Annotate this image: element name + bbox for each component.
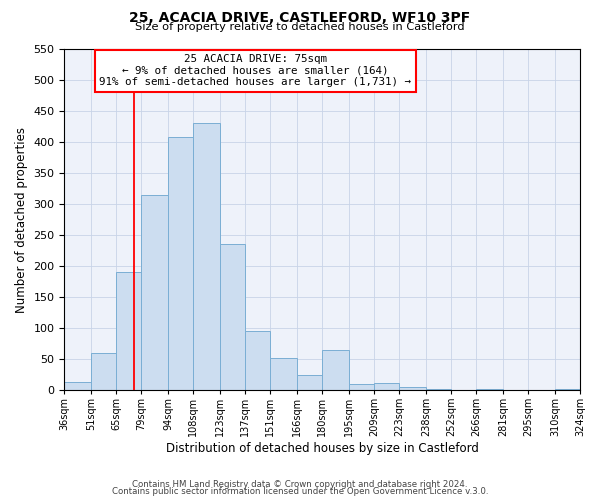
Bar xyxy=(374,382,399,390)
Bar xyxy=(322,350,349,390)
Bar xyxy=(476,389,503,390)
Bar xyxy=(399,387,426,390)
Bar xyxy=(297,374,322,390)
Bar xyxy=(91,353,116,390)
Bar xyxy=(64,382,91,390)
X-axis label: Distribution of detached houses by size in Castleford: Distribution of detached houses by size … xyxy=(166,442,479,455)
Bar xyxy=(193,124,220,390)
Y-axis label: Number of detached properties: Number of detached properties xyxy=(15,126,28,312)
Text: 25 ACACIA DRIVE: 75sqm
← 9% of detached houses are smaller (164)
91% of semi-det: 25 ACACIA DRIVE: 75sqm ← 9% of detached … xyxy=(99,54,411,88)
Text: Contains HM Land Registry data © Crown copyright and database right 2024.: Contains HM Land Registry data © Crown c… xyxy=(132,480,468,489)
Text: Contains public sector information licensed under the Open Government Licence v.: Contains public sector information licen… xyxy=(112,487,488,496)
Bar xyxy=(142,194,168,390)
Bar xyxy=(116,272,142,390)
Bar xyxy=(168,137,193,390)
Bar xyxy=(220,244,245,390)
Bar xyxy=(270,358,297,390)
Bar xyxy=(349,384,374,390)
Text: 25, ACACIA DRIVE, CASTLEFORD, WF10 3PF: 25, ACACIA DRIVE, CASTLEFORD, WF10 3PF xyxy=(130,11,470,25)
Bar xyxy=(245,331,270,390)
Text: Size of property relative to detached houses in Castleford: Size of property relative to detached ho… xyxy=(135,22,465,32)
